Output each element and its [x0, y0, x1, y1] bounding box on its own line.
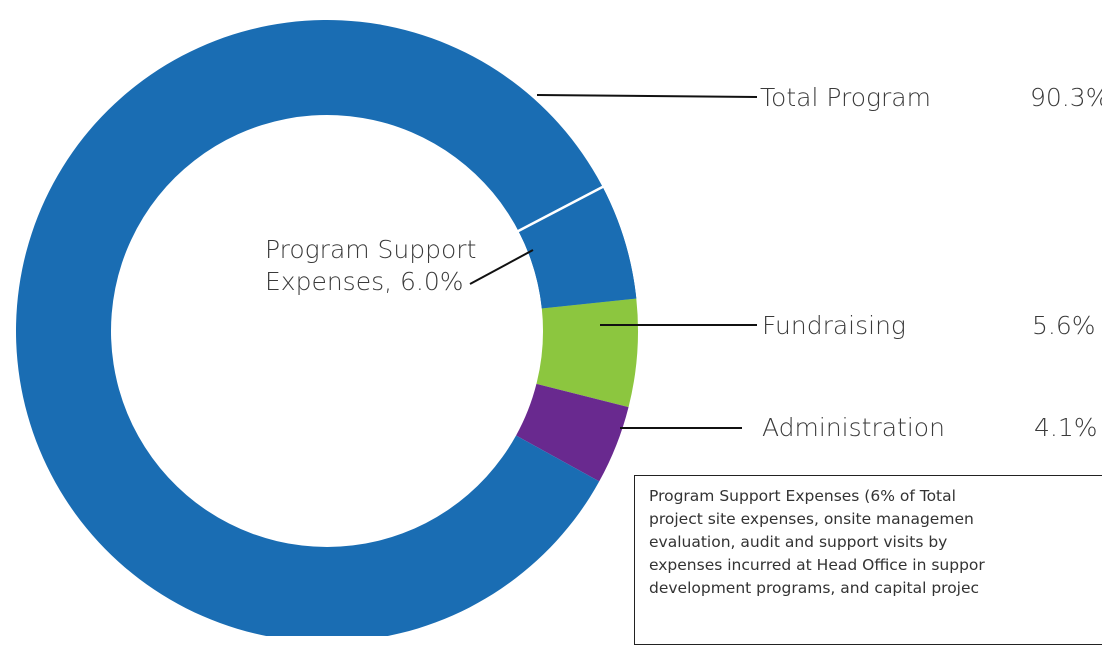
sub-segment-label: Expenses, 6.0% — [265, 267, 464, 296]
note-line: development programs, and capital projec — [649, 579, 980, 597]
value-label: 5.6% — [1032, 311, 1096, 340]
leader-line — [536, 94, 758, 98]
note-line: Program Support Expenses (6% of Total — [649, 487, 956, 505]
category-label: Administration — [762, 413, 945, 442]
value-label: 90.3% — [1030, 83, 1102, 112]
sub-segment-label: Program Support — [265, 235, 476, 264]
note-box: Program Support Expenses (6% of Total pro… — [634, 475, 1102, 645]
note-line: evaluation, audit and support visits by — [649, 533, 948, 551]
category-label: Fundraising — [762, 311, 906, 340]
sub-segment — [518, 186, 637, 309]
leader-line — [469, 249, 534, 285]
donut-segment — [516, 383, 629, 482]
note-line: project site expenses, onsite managemen — [649, 510, 974, 528]
category-label: Total Program — [760, 83, 931, 112]
note-line: expenses incurred at Head Office in supp… — [649, 556, 985, 574]
value-label: 4.1% — [1034, 413, 1098, 442]
segment-separator — [516, 184, 605, 233]
donut-segment — [16, 20, 637, 636]
